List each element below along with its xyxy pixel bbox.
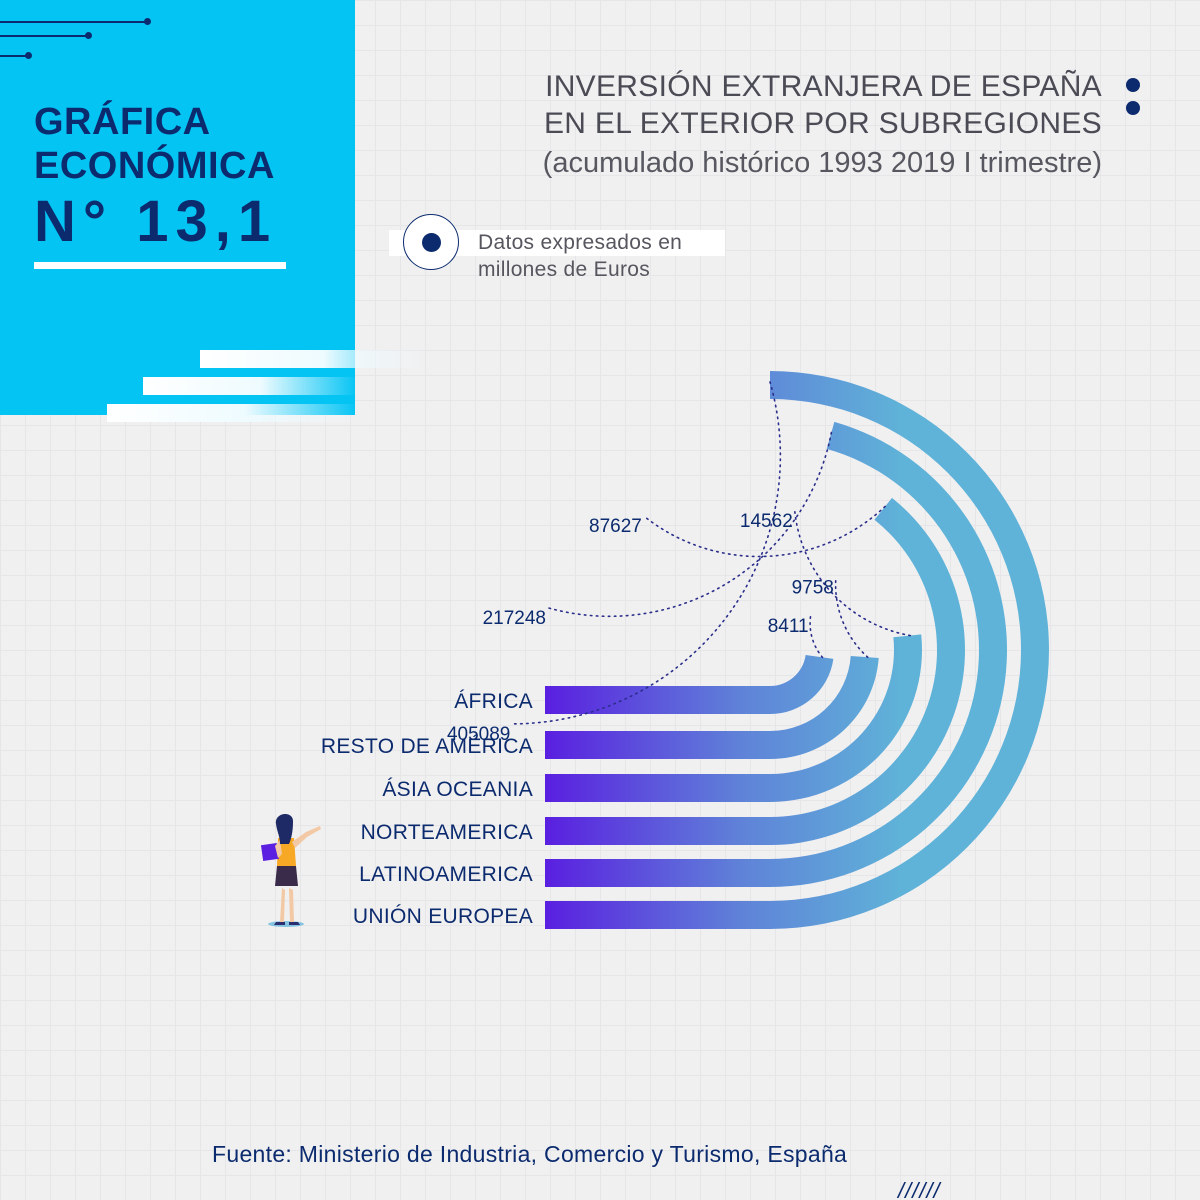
decor-line [0, 21, 147, 23]
decor-line [0, 35, 88, 37]
bar-1 [545, 655, 834, 714]
bar-2 [545, 655, 879, 759]
decor-streak [107, 404, 357, 422]
bar-3 [545, 634, 923, 802]
guide-line-3 [793, 510, 912, 637]
chart-title-line-2: EN EL EXTERIOR POR SUBREGIONES [543, 107, 1102, 140]
badge-underline [34, 262, 286, 269]
badge-title: GRÁFICA ECONÓMICA N° 13,1 [34, 100, 286, 269]
decor-dot [25, 52, 32, 59]
chart-heading: INVERSIÓN EXTRANJERA DE ESPAÑA EN EL EXT… [543, 68, 1102, 184]
decor-streak [200, 350, 425, 368]
units-note-line-2: millones de Euros [478, 258, 651, 281]
category-label: RESTO DE AMÉRICA [321, 735, 533, 758]
units-note: Datos expresados en millones de Euros [478, 229, 682, 283]
value-label: 87627 [589, 516, 642, 537]
value-label: 14562 [740, 511, 793, 532]
badge-number: N° 13,1 [34, 189, 278, 254]
value-label: 8411 [768, 616, 809, 637]
side-dot [1126, 78, 1140, 92]
decor-dot [85, 32, 92, 39]
units-note-dot [422, 233, 441, 252]
bar-4 [545, 497, 966, 845]
units-note-icon [403, 214, 459, 270]
side-dot [1126, 101, 1140, 115]
decor-dot [144, 18, 151, 25]
chart-title-line-1: INVERSIÓN EXTRANJERA DE ESPAÑA [545, 70, 1102, 103]
header-badge-panel [0, 0, 355, 415]
category-label: UNIÓN EUROPEA [353, 905, 533, 928]
badge-line-1: GRÁFICA [34, 101, 211, 143]
badge-line-2: ECONÓMICA [34, 145, 275, 187]
decor-line [0, 55, 28, 57]
category-label: ÁFRICA [454, 690, 533, 713]
guide-line-4 [643, 505, 886, 558]
decor-slashes: ////// [898, 1178, 941, 1200]
guide-line-5 [547, 431, 833, 618]
guide-line-1 [809, 615, 824, 659]
category-label: ÁSIA OCEANIA [382, 778, 533, 801]
bar-6 [545, 371, 1049, 929]
value-label: 405089 [447, 724, 510, 745]
guide-line-2 [834, 576, 869, 659]
category-label: LATINOAMERICA [359, 863, 533, 886]
chart-subtitle: (acumulado histórico 1993 2019 I trimest… [542, 147, 1102, 179]
units-note-line-1: Datos expresados en [478, 231, 683, 254]
value-label: 217248 [483, 608, 546, 629]
source-note: Fuente: Ministerio de Industria, Comerci… [212, 1141, 848, 1167]
guide-line-6 [511, 381, 782, 725]
category-label: NORTEAMERICA [361, 821, 533, 844]
woman-pointing-illustration [260, 813, 321, 927]
value-label: 9758 [792, 577, 834, 598]
decor-streak [143, 377, 357, 395]
